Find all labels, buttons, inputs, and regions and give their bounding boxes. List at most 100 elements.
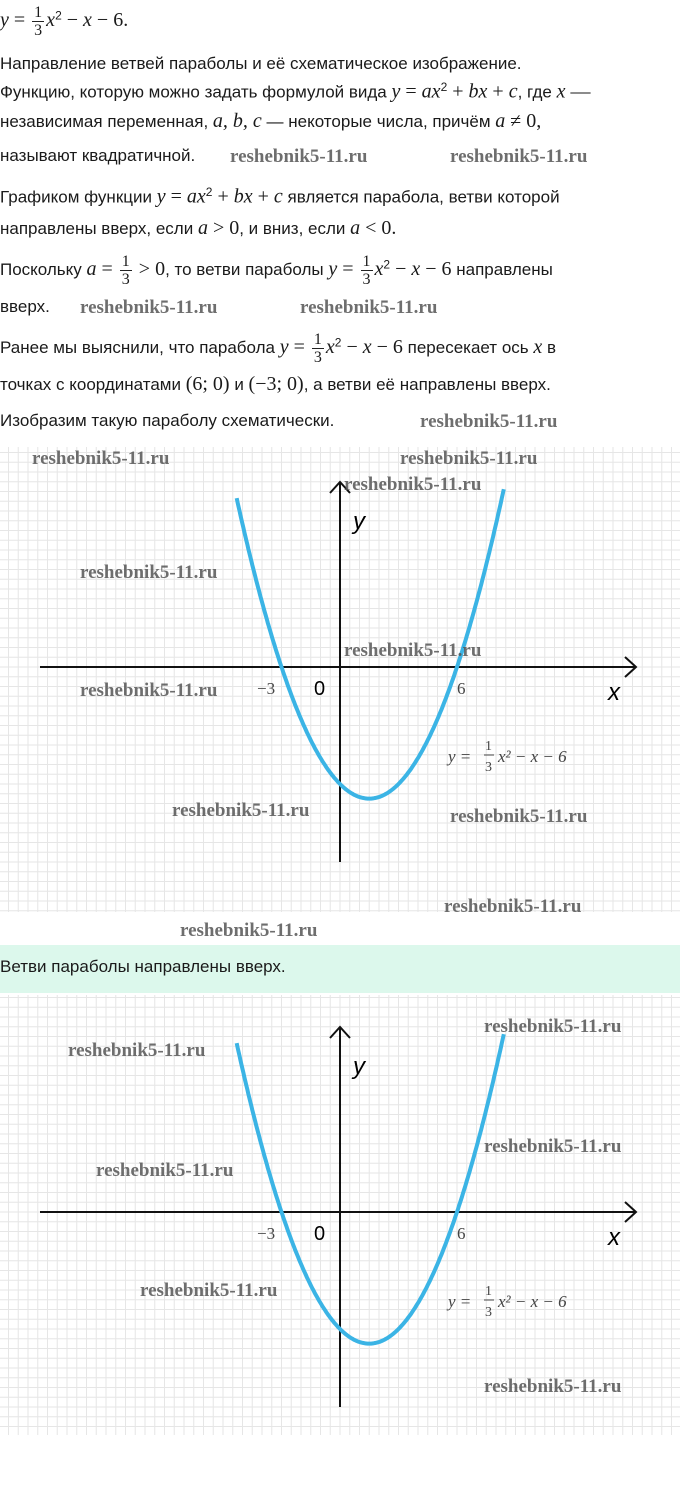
parabola-graph-answer: y x 0 −3 6 y = 1 3 x² − x − 6 [0, 995, 680, 1435]
y-axis-arrow [329, 480, 351, 494]
text-line: Изобразим такую параболу схематически. [0, 410, 334, 432]
y-axis-arrow [329, 1025, 351, 1039]
watermark: reshebnik5-11.ru [172, 800, 310, 821]
math-segment: y [156, 185, 166, 208]
text-line: называют квадратичной. [0, 145, 195, 167]
denominator: 3 [313, 349, 322, 366]
numerator: 1 [119, 253, 132, 271]
math-segment: x [325, 335, 335, 358]
watermark: reshebnik5-11.ru [444, 896, 582, 917]
math-segment: c [508, 80, 518, 103]
formula-rhs: x² − x − 6 [497, 747, 567, 766]
math-segment: y [0, 8, 9, 31]
math-segment: a [86, 257, 97, 280]
math-segment: a, b, c [212, 110, 262, 132]
numerator: 1 [360, 253, 373, 271]
text-segment: точках с координатами [0, 375, 186, 394]
watermark: reshebnik5-11.ru [344, 474, 482, 495]
text-segment: Функцию, которую можно задать формулой в… [0, 82, 392, 102]
watermark: reshebnik5-11.ru [80, 562, 218, 583]
text-segment: независимая переменная, [0, 112, 213, 131]
watermark: reshebnik5-11.ru [450, 146, 588, 167]
math-segment: − 6 [371, 335, 403, 358]
origin-label: 0 [314, 678, 325, 700]
origin-label: 0 [314, 1223, 325, 1245]
formula-denominator: 3 [485, 760, 492, 775]
watermark: reshebnik5-11.ru [80, 297, 218, 318]
math-segment: ≠ 0, [505, 110, 542, 132]
math-segment: x [411, 257, 421, 280]
text-line: точках с координатами (6; 0) и (−3; 0), … [0, 373, 551, 396]
watermark: reshebnik5-11.ru [180, 920, 318, 941]
math-segment: (−3; 0) [248, 373, 304, 395]
parabola-graph: y x 0 −3 6 y = 1 3 x² − x − 6 [0, 447, 680, 912]
formula-numerator: 1 [485, 739, 492, 754]
math-segment: − 6. [91, 8, 129, 31]
graph-svg: y x 0 −3 6 y = 1 3 x² − x − 6 [0, 447, 680, 912]
text-segment: , и вниз, если [239, 219, 351, 238]
text-segment: является парабола, ветви которой [282, 187, 560, 207]
text-line: Направление ветвей параболы и её схемати… [0, 53, 522, 75]
math-segment: a [350, 217, 361, 239]
math-segment: bx [233, 185, 253, 208]
math-segment: 2 [383, 257, 391, 272]
watermark: reshebnik5-11.ru [484, 1376, 622, 1397]
text-line: направлены вверх, если a > 0, и вниз, ес… [0, 217, 396, 240]
math-segment: 2 [55, 8, 62, 23]
math-segment: 2 [205, 185, 213, 199]
watermark: reshebnik5-11.ru [68, 1040, 206, 1061]
text-line: Графиком функции y = ax2 + bx + c являет… [0, 181, 560, 209]
text-segment: — некоторые числа, причём [261, 112, 496, 131]
x-axis-label: x [607, 1224, 621, 1251]
watermark: reshebnik5-11.ru [96, 1160, 234, 1181]
math-segment: ax [421, 80, 441, 103]
text-segment: направлены [451, 259, 553, 279]
math-segment: bx [468, 80, 488, 103]
watermark: reshebnik5-11.ru [400, 448, 538, 469]
text-line: Ранее мы выяснили, что парабола y = 1 3 x2… [0, 331, 556, 366]
numerator: 1 [32, 4, 45, 22]
watermark: reshebnik5-11.ru [32, 448, 170, 469]
math-segment: x [533, 335, 543, 358]
math-segment: + [487, 80, 509, 103]
x-axis-label: x [607, 679, 621, 706]
math-segment: y [328, 257, 338, 280]
math-segment: a [197, 217, 208, 239]
watermark: reshebnik5-11.ru [450, 806, 588, 827]
math-segment: (6; 0) [185, 373, 230, 395]
watermark: reshebnik5-11.ru [140, 1280, 278, 1301]
tick-label: −3 [257, 1224, 275, 1243]
text-line: вверх. [0, 296, 50, 318]
graph-svg: y x 0 −3 6 y = 1 3 x² − x − 6 [0, 995, 680, 1435]
text-segment: в [542, 337, 557, 357]
math-segment: y [279, 335, 289, 358]
text-segment: пересекает ось [402, 337, 534, 357]
math-segment: c [273, 185, 283, 208]
math-segment: = [165, 185, 187, 208]
denominator: 3 [121, 271, 130, 288]
text-segment: Изобразим такую параболу схематически. [0, 411, 335, 430]
math-segment: 2 [440, 80, 448, 94]
numerator: 1 [311, 331, 324, 349]
math-segment: = [400, 80, 422, 103]
math-segment: a [495, 110, 506, 132]
watermark: reshebnik5-11.ru [300, 297, 438, 318]
text-segment: Поскольку [0, 259, 87, 279]
math-segment: x [374, 257, 384, 280]
text-line: независимая переменная, a, b, c — некото… [0, 110, 541, 133]
tick-label: 6 [457, 1224, 466, 1243]
text-segment: вверх. [0, 297, 50, 316]
denominator: 3 [34, 22, 43, 39]
answer-box: Ветви параболы направлены вверх. [0, 945, 680, 993]
text-segment: направлены вверх, если [0, 219, 198, 238]
y-axis-label: y [351, 508, 367, 535]
math-segment: < 0. [360, 217, 397, 239]
watermark: reshebnik5-11.ru [484, 1016, 622, 1037]
math-segment: y [391, 80, 401, 103]
math-segment: − 6 [420, 257, 452, 280]
text-segment: , а ветви её направлены вверх. [303, 375, 551, 394]
math-segment: = [337, 257, 359, 280]
